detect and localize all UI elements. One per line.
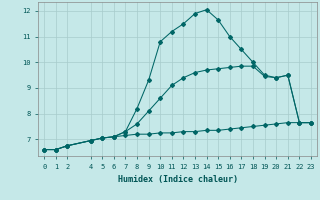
X-axis label: Humidex (Indice chaleur): Humidex (Indice chaleur) <box>118 175 238 184</box>
